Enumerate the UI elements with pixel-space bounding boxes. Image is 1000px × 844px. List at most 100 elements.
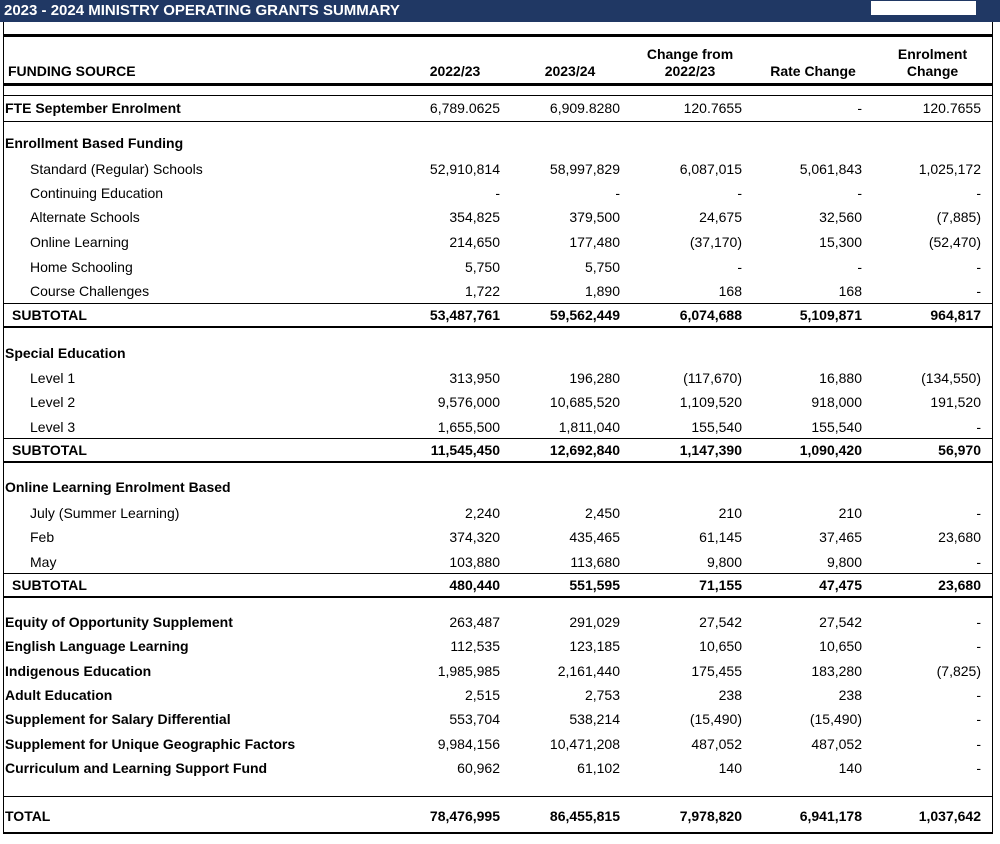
row-cell: (15,490) (689, 711, 742, 727)
row-cell: - (976, 638, 981, 654)
row-cell: 177,480 (569, 234, 620, 250)
enrolment-cell: 120.7655 (922, 100, 981, 116)
row-cell: 123,185 (569, 638, 620, 654)
rule (3, 573, 993, 574)
total-label: TOTAL (5, 808, 51, 824)
subtotal-cell: 551,595 (569, 577, 620, 593)
total-cell: 6,941,178 (799, 808, 862, 824)
row-cell: - (976, 505, 981, 521)
rule (3, 303, 993, 304)
row-cell: - (976, 283, 981, 299)
subtotal-cell: 47,475 (819, 577, 862, 593)
border-left (3, 22, 4, 834)
row-cell: 487,052 (811, 736, 862, 752)
row-cell: 2,753 (584, 687, 620, 703)
row-cell: 238 (838, 687, 862, 703)
row-cell: 1,985,985 (437, 663, 500, 679)
row-cell: 37,465 (819, 529, 862, 545)
enrolment-cell: 6,789.0625 (429, 100, 500, 116)
rule (3, 121, 993, 122)
row-cell: 16,880 (819, 370, 862, 386)
row-cell: - (976, 760, 981, 776)
row-cell: 238 (718, 687, 742, 703)
row-cell: 5,750 (464, 259, 500, 275)
row-cell: 374,320 (449, 529, 500, 545)
row-label: Indigenous Education (5, 663, 152, 679)
rule (3, 438, 993, 439)
total-cell: 86,455,815 (549, 808, 620, 824)
row-cell: - (976, 259, 981, 275)
row-cell: 538,214 (569, 711, 620, 727)
rule (3, 796, 993, 797)
row-cell: 1,811,040 (558, 419, 620, 435)
row-cell: 214,650 (449, 234, 500, 250)
header-bottom (3, 83, 993, 86)
row-cell: 10,471,208 (549, 736, 620, 752)
row-label: Adult Education (5, 687, 113, 703)
row-cell: - (976, 185, 981, 201)
row-cell: 10,650 (819, 638, 862, 654)
row-cell: (7,825) (936, 663, 981, 679)
column-header: Rate Change (770, 63, 856, 79)
row-cell: 379,500 (569, 209, 620, 225)
row-label: Continuing Education (30, 185, 164, 201)
subtotal-cell: 12,692,840 (549, 442, 620, 458)
row-cell: - (615, 185, 620, 201)
row-cell: - (857, 185, 862, 201)
row-cell: 435,465 (569, 529, 620, 545)
row-cell: 9,800 (826, 554, 862, 570)
row-cell: 210 (718, 505, 742, 521)
row-cell: - (737, 185, 742, 201)
row-cell: (37,170) (689, 234, 742, 250)
subtotal-label: SUBTOTAL (12, 442, 87, 458)
subtotal-cell: 59,562,449 (549, 307, 620, 323)
row-cell: (134,550) (921, 370, 981, 386)
row-label: Online Learning (30, 234, 129, 250)
subtotal-cell: 5,109,871 (799, 307, 862, 323)
row-cell: - (857, 259, 862, 275)
total-cell: 78,476,995 (429, 808, 500, 824)
row-cell: 2,515 (464, 687, 500, 703)
row-label: Supplement for Salary Differential (5, 711, 231, 727)
column-header: 2023/24 (544, 63, 596, 79)
row-cell: - (737, 259, 742, 275)
rule (3, 461, 993, 463)
row-cell: - (976, 554, 981, 570)
row-cell: 1,890 (584, 283, 620, 299)
total-cell: 7,978,820 (679, 808, 742, 824)
row-cell: 487,052 (691, 736, 742, 752)
row-cell: 263,487 (449, 614, 500, 630)
row-cell: 183,280 (811, 663, 862, 679)
row-cell: 196,280 (569, 370, 620, 386)
row-label: July (Summer Learning) (30, 505, 180, 521)
subtotal-cell: 53,487,761 (429, 307, 500, 323)
subtotal-cell: 964,817 (930, 307, 981, 323)
row-cell: 1,722 (464, 283, 500, 299)
row-cell: 10,685,520 (549, 394, 620, 410)
row-cell: (52,470) (928, 234, 981, 250)
row-cell: 27,542 (819, 614, 862, 630)
row-label: Feb (30, 529, 55, 545)
row-cell: 1,109,520 (679, 394, 742, 410)
row-label: English Language Learning (5, 638, 189, 654)
row-label: Alternate Schools (30, 209, 140, 225)
row-cell: 103,880 (449, 554, 500, 570)
column-header: FUNDING SOURCE (8, 63, 136, 79)
section-title: Special Education (5, 345, 126, 361)
row-label: Level 2 (30, 394, 76, 410)
row-cell: 6,087,015 (679, 161, 742, 177)
header-rule (3, 95, 993, 96)
enrolment-cell: 6,909.8280 (549, 100, 620, 116)
subtotal-label: SUBTOTAL (12, 577, 87, 593)
row-label: Curriculum and Learning Support Fund (5, 760, 268, 776)
row-cell: 58,997,829 (549, 161, 620, 177)
section-title: Enrollment Based Funding (5, 135, 184, 151)
row-cell: 291,029 (569, 614, 620, 630)
title: 2023 - 2024 MINISTRY OPERATING GRANTS SU… (4, 2, 400, 19)
row-label: May (30, 554, 57, 570)
row-cell: 24,675 (699, 209, 742, 225)
rule (3, 596, 993, 598)
rule (3, 326, 993, 328)
row-cell: 61,145 (699, 529, 742, 545)
